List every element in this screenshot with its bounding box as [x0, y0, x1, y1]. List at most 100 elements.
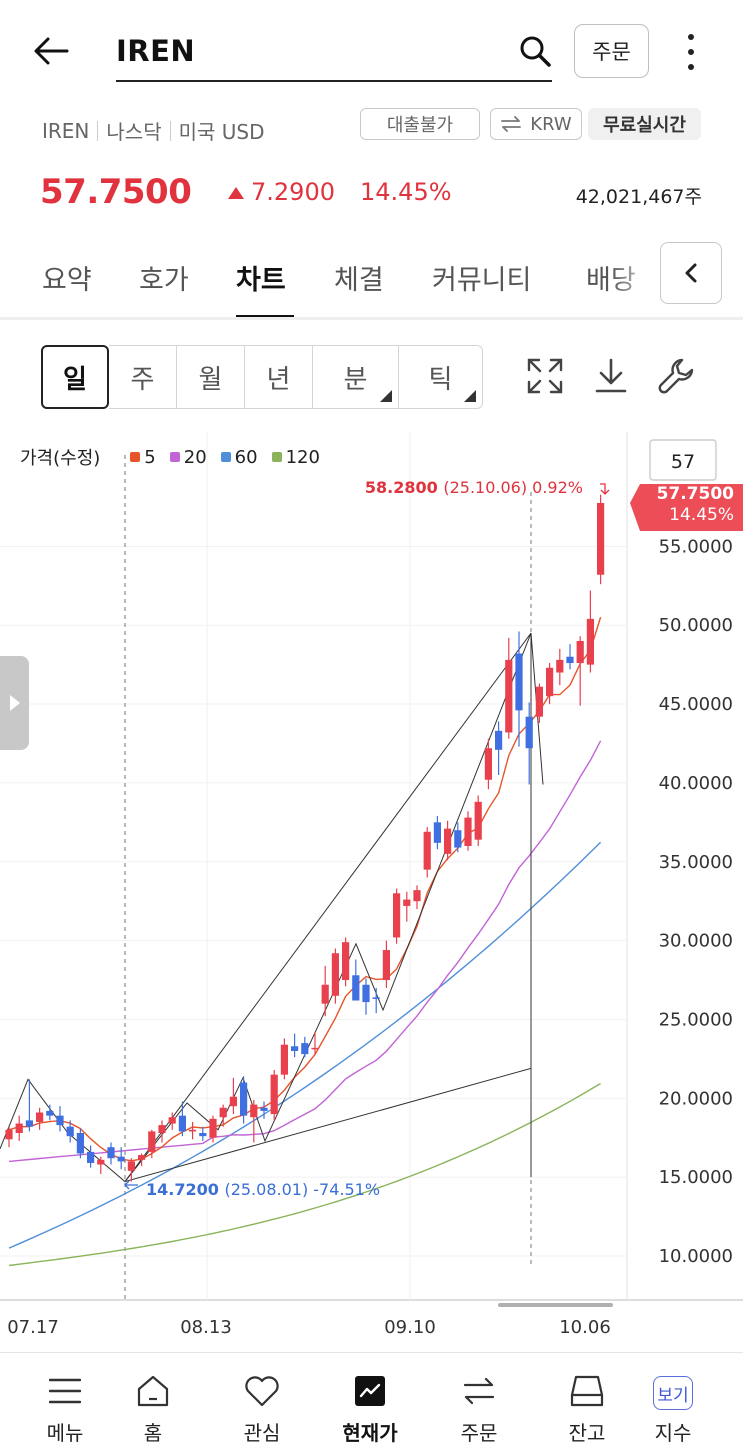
period-tick[interactable]: 틱: [399, 345, 483, 409]
legend-ma120: 120: [271, 446, 320, 468]
legend-dot: [220, 452, 231, 462]
y-tick-label: 30.0000: [659, 931, 733, 952]
back-button[interactable]: [28, 28, 74, 74]
candle-body: [219, 1107, 227, 1118]
nav-order[interactable]: 주문: [426, 1353, 532, 1455]
tab-scroll-button[interactable]: [660, 242, 722, 304]
tab-fade-overlay: [610, 240, 660, 317]
y-tick-label: 10.0000: [659, 1246, 733, 1267]
dropdown-corner-icon: [380, 390, 392, 402]
legend-ma20: 20: [169, 446, 207, 468]
x-tick-label: 09.10: [384, 1317, 436, 1338]
tab-trades[interactable]: 체결: [334, 265, 384, 296]
active-tab-indicator: [236, 315, 294, 317]
candle-body: [372, 997, 380, 999]
candle-body: [199, 1132, 207, 1137]
nav-index[interactable]: 보기 지수: [620, 1353, 726, 1455]
candle-body: [556, 659, 564, 673]
more-menu-button[interactable]: [676, 30, 706, 74]
legend-ma-label: 120: [285, 446, 320, 468]
period-minute[interactable]: 분: [313, 345, 399, 409]
legend-dot: [130, 452, 141, 462]
candle-body: [321, 984, 329, 1004]
order-button[interactable]: 주문: [574, 24, 649, 78]
ticker-symbol: IREN: [42, 118, 90, 143]
candle-body: [117, 1156, 125, 1162]
krw-toggle-chip[interactable]: KRW: [490, 108, 582, 140]
nav-menu[interactable]: 메뉴: [12, 1353, 118, 1455]
period-label: 월: [198, 364, 223, 395]
tab-chart[interactable]: 차트: [236, 265, 286, 296]
candle-body: [229, 1096, 237, 1107]
low-price-annotation: 14.7200 (25.08.01) -74.51%: [146, 1180, 380, 1199]
candle-body: [342, 942, 350, 981]
candle-body: [515, 653, 523, 711]
period-label: 년: [266, 364, 291, 395]
more-dot-icon: [688, 64, 694, 70]
candle-body: [352, 975, 360, 1001]
candle-body: [97, 1159, 105, 1165]
period-day[interactable]: 일: [41, 345, 109, 409]
candle-body: [464, 817, 472, 846]
detail-tabs: 요약 호가 차트 체결 커뮤니티 배당: [0, 240, 743, 320]
nav-home[interactable]: 홈: [100, 1353, 206, 1455]
chart-settings-button[interactable]: [653, 352, 701, 400]
side-panel-handle[interactable]: [0, 656, 29, 750]
tab-community[interactable]: 커뮤니티: [432, 265, 532, 296]
last-price-rate: 14.45%: [669, 505, 734, 525]
legend-ma-label: 20: [183, 446, 207, 468]
candle-body: [413, 890, 421, 902]
y-tick-label: 40.0000: [659, 773, 733, 794]
candle-body: [382, 950, 390, 981]
candle-body: [148, 1131, 156, 1152]
candle-body: [25, 1120, 33, 1127]
nav-label: 잔고: [568, 1421, 606, 1445]
period-label: 일: [63, 364, 87, 395]
expand-icon: [527, 358, 563, 394]
ma60-line: [8, 841, 602, 1249]
crosshair-value-box: [649, 439, 717, 481]
download-button[interactable]: [587, 352, 635, 400]
current-price: 57.7500: [40, 172, 192, 212]
last-price-tag: [630, 484, 743, 531]
search-query: IREN: [116, 34, 196, 68]
candle-body: [87, 1151, 95, 1163]
free-realtime-chip[interactable]: 무료실시간: [588, 108, 701, 140]
nav-current-price[interactable]: 현재가: [317, 1353, 423, 1455]
legend-title: 가격(수정): [20, 448, 101, 469]
period-month[interactable]: 월: [177, 345, 245, 409]
candle-body: [36, 1112, 44, 1122]
candle-body: [444, 828, 452, 854]
candle-body: [46, 1110, 54, 1116]
nav-label: 지수: [654, 1421, 692, 1445]
period-year[interactable]: 년: [245, 345, 313, 409]
search-input[interactable]: IREN: [116, 22, 552, 82]
x-tick-label: 08.13: [180, 1317, 232, 1338]
candle-body: [586, 618, 594, 665]
candle-body: [291, 1046, 299, 1051]
legend-ma-label: 5: [144, 446, 156, 468]
price-chart[interactable]: 55.0000 50.0000 45.0000 40.0000 35.0000 30.00…: [0, 432, 743, 1350]
nav-balance[interactable]: 잔고: [534, 1353, 640, 1455]
candle-body: [168, 1117, 176, 1124]
fullscreen-button[interactable]: [521, 352, 569, 400]
candle-body: [5, 1129, 13, 1140]
period-week[interactable]: 주: [109, 345, 177, 409]
candle-body: [15, 1123, 23, 1133]
legend-dot: [271, 452, 282, 462]
candle-body: [474, 801, 482, 840]
x-tick-label: 07.17: [7, 1317, 59, 1338]
candle-body: [546, 667, 554, 697]
tab-order-book[interactable]: 호가: [139, 265, 189, 296]
legend-ma-label: 60: [234, 446, 258, 468]
high-price-annotation: 58.2800 (25.10.06) 0.92%: [365, 478, 583, 497]
candle-body: [240, 1082, 248, 1116]
candle-body: [423, 831, 431, 870]
search-icon: [520, 36, 551, 67]
tab-summary[interactable]: 요약: [42, 265, 92, 296]
search-button[interactable]: [518, 34, 552, 68]
download-icon: [595, 358, 627, 393]
heart-icon: [242, 1371, 282, 1411]
trend-line-upper: [124, 632, 532, 1182]
nav-watchlist[interactable]: 관심: [209, 1353, 315, 1455]
